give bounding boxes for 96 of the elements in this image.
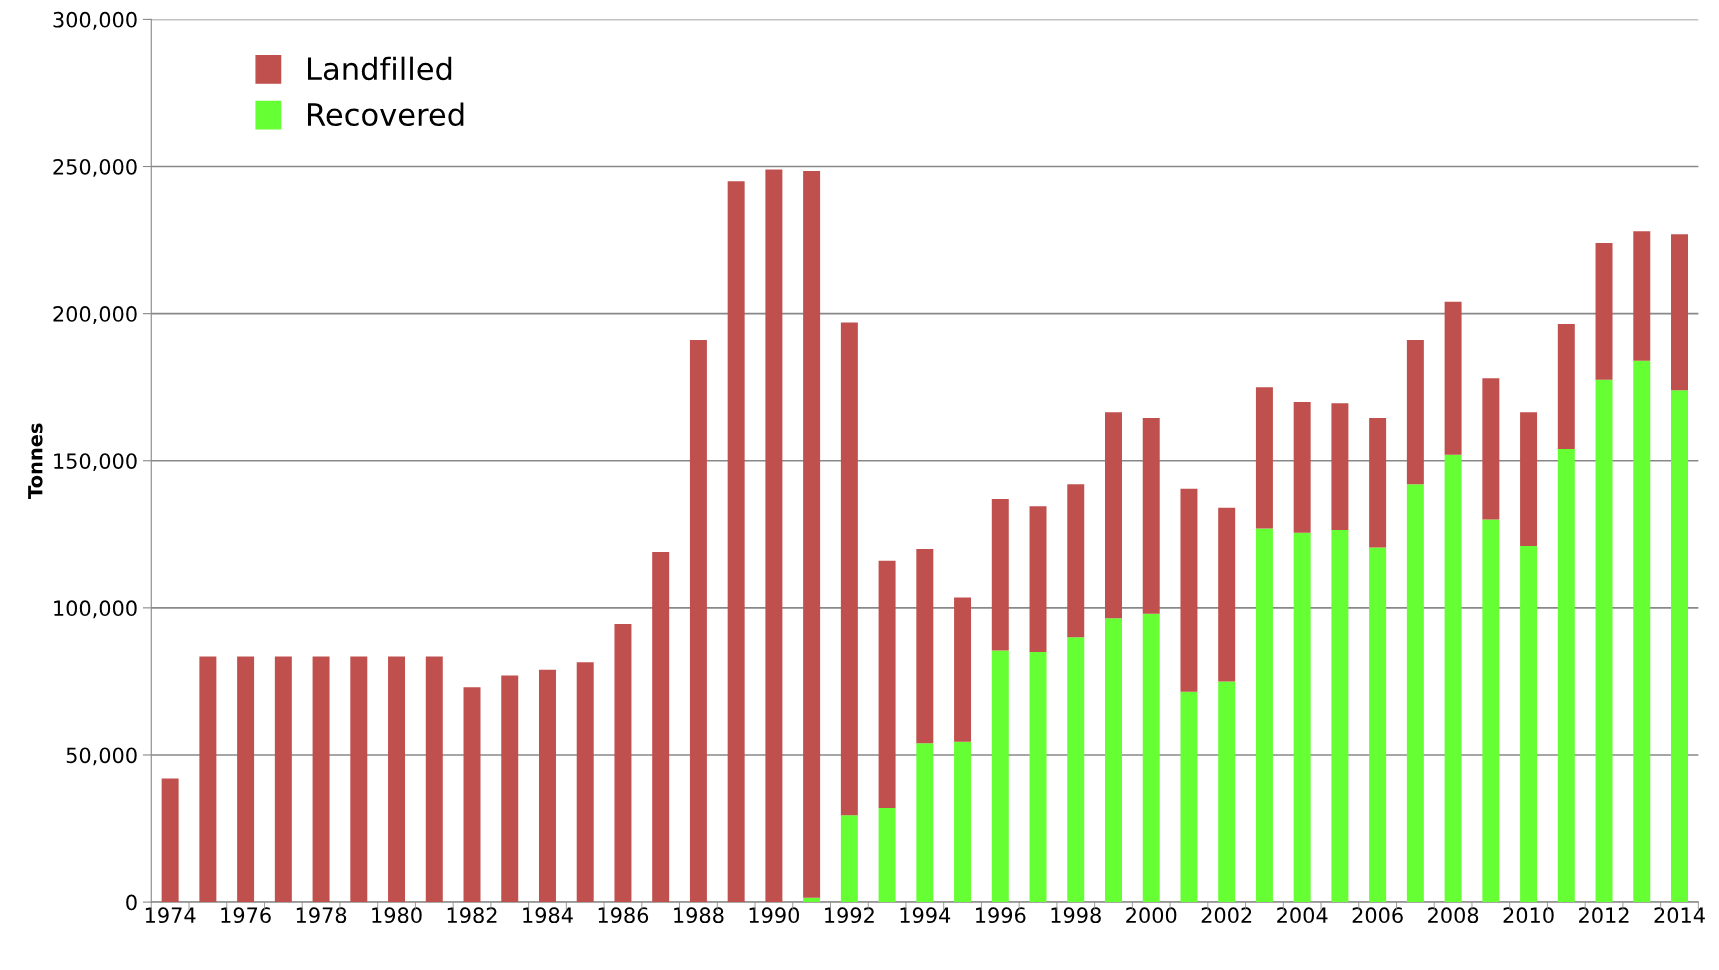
bar — [350, 656, 368, 903]
bar — [765, 169, 783, 903]
bar — [652, 551, 670, 903]
bar — [1142, 418, 1160, 614]
bar — [954, 741, 972, 903]
bar — [1180, 488, 1198, 692]
x-tick-label: 2006 — [1352, 907, 1403, 924]
bar — [1293, 401, 1311, 533]
bar — [388, 656, 406, 903]
x-tick-label: 1982 — [447, 907, 497, 924]
bar — [954, 597, 972, 742]
bar — [1482, 378, 1500, 520]
bar — [1406, 340, 1424, 485]
bar — [274, 656, 292, 903]
bar — [237, 656, 255, 903]
bar — [1557, 323, 1575, 449]
bar — [689, 340, 707, 903]
x-tick-label: 2014 — [1654, 907, 1705, 924]
bar — [878, 560, 896, 808]
bar — [1029, 652, 1047, 903]
bar — [1293, 532, 1311, 903]
bar — [1029, 506, 1047, 652]
bar — [1142, 613, 1160, 903]
x-tick-label: 1976 — [221, 907, 271, 924]
bar — [1557, 448, 1575, 903]
y-tick-label: 50,000 — [66, 747, 137, 766]
bar — [1369, 418, 1387, 548]
x-tick-label: 1994 — [900, 907, 951, 924]
bar — [1067, 484, 1085, 638]
bar — [1633, 360, 1651, 903]
bar — [1105, 618, 1122, 903]
y-tick-label: 0 — [126, 894, 137, 911]
bar — [425, 656, 443, 903]
x-tick-label: 2004 — [1277, 907, 1328, 924]
bar — [840, 322, 858, 816]
bar — [1520, 546, 1538, 903]
bar — [1255, 528, 1273, 903]
bar — [1180, 691, 1198, 903]
bar — [1595, 243, 1613, 380]
x-tick-label: 1974 — [145, 907, 196, 924]
bar — [991, 499, 1009, 651]
bar — [1671, 390, 1688, 903]
bar — [576, 662, 594, 903]
x-tick-label: 1984 — [523, 907, 573, 924]
x-tick-label: 1980 — [372, 907, 422, 924]
bar — [614, 624, 632, 903]
bar — [1218, 507, 1236, 682]
x-tick-label: 2008 — [1428, 907, 1479, 924]
bar — [1331, 529, 1349, 903]
x-tick-label: 1992 — [825, 907, 874, 924]
bar — [803, 170, 821, 898]
legend-label: Landfilled — [308, 56, 452, 81]
bar — [878, 807, 896, 903]
x-tick-label: 1998 — [1051, 907, 1101, 924]
x-tick-label: 1986 — [598, 907, 649, 924]
bar — [1595, 379, 1613, 903]
bar — [1671, 234, 1688, 391]
bar — [1520, 412, 1538, 547]
bar — [1105, 412, 1122, 619]
x-tick-label: 1978 — [296, 907, 347, 924]
bar — [1406, 484, 1424, 903]
x-tick-label: 2002 — [1201, 907, 1252, 924]
y-tick-label: 250,000 — [53, 158, 137, 177]
bar — [916, 549, 934, 744]
bar — [1482, 519, 1500, 903]
bar — [1255, 387, 1273, 529]
x-tick-label: 1988 — [674, 907, 724, 924]
y-tick-label: 200,000 — [53, 306, 137, 324]
x-tick-label: 1996 — [976, 907, 1026, 924]
bar — [1444, 301, 1462, 455]
x-tick-label: 2010 — [1503, 907, 1554, 924]
x-tick-label: 2000 — [1126, 907, 1177, 924]
bar — [727, 181, 745, 903]
bar — [1218, 681, 1236, 903]
bar — [199, 656, 217, 903]
bar — [1633, 231, 1651, 361]
bar — [1331, 403, 1349, 530]
x-tick-label: 2012 — [1579, 907, 1629, 924]
bar — [463, 687, 481, 903]
bar — [803, 897, 821, 903]
bar — [1444, 454, 1462, 903]
bar — [1369, 547, 1387, 903]
bar — [312, 656, 330, 903]
bar — [161, 778, 179, 903]
bar — [501, 675, 519, 903]
y-axis-title: Tonnes — [28, 423, 43, 499]
y-tick-label: 100,000 — [54, 600, 137, 619]
bar — [916, 743, 934, 903]
legend-label: Recovered — [308, 102, 464, 127]
y-tick-label: 150,000 — [54, 453, 137, 472]
x-tick-label: 1990 — [749, 907, 800, 924]
bar — [840, 815, 858, 903]
bar — [1067, 637, 1085, 903]
y-tick-label: 300,000 — [53, 11, 137, 30]
bar — [538, 669, 556, 903]
bar — [991, 650, 1009, 903]
